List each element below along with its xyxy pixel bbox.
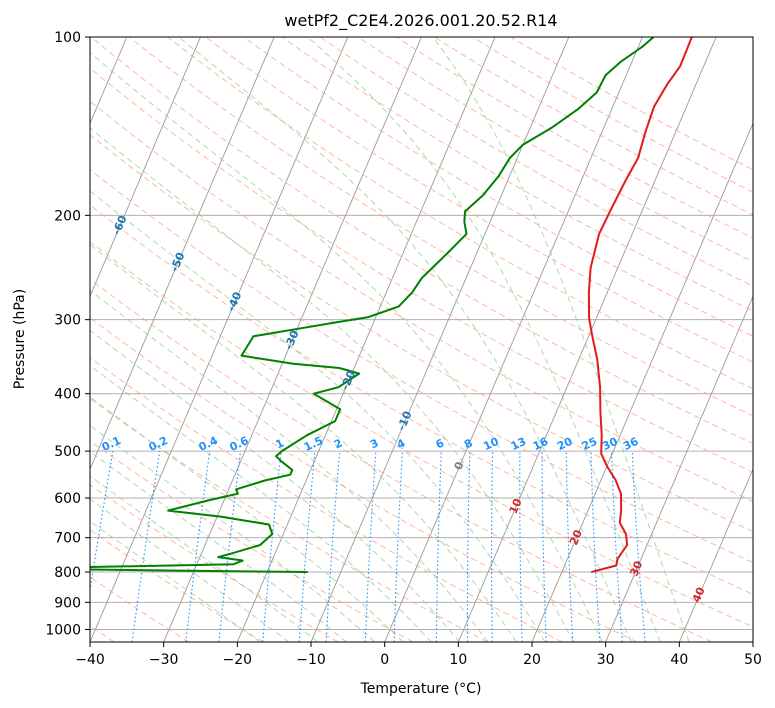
x-tick-label: −30 [149,652,179,668]
mixing-ratio-label: 30 [600,435,620,453]
moist-adiabat-line [90,364,432,642]
isotherm-line [163,37,422,642]
dry-adiabat-line [281,37,753,312]
mixing-ratio-label: 10 [481,435,501,453]
mixing-ratio-line [185,451,211,642]
mixing-ratio-label: 36 [621,435,641,453]
temperature-line [587,37,693,573]
x-axis-title: Temperature (°C) [360,681,482,697]
x-tick-label: −20 [223,652,253,668]
axes: −40 −30 −20 −10 0 10 20 30 40 50 100 200 300 400 500 60… [45,30,762,668]
dry-adiabat-line [90,484,339,642]
x-tick-label: −10 [296,652,326,668]
x-tick-label: 0 [380,652,389,668]
isotherm-line [384,37,643,642]
dry-adiabat-line [167,37,753,390]
x-tick-label: 30 [597,652,615,668]
dewpoint-line [90,37,655,574]
mixing-ratio-label: 20 [555,435,575,453]
isotherm-line [605,295,753,642]
moist-adiabat-line [90,475,319,642]
moist-adiabat-line [178,37,632,642]
x-tick-label: 10 [449,652,467,668]
moist-adiabat-line [307,37,661,642]
isotherms [90,37,753,642]
mixing-ratio-label: 16 [531,435,551,453]
profile-series [90,37,693,574]
isotherm-line [531,122,753,642]
isotherm-line [678,467,753,642]
y-tick-label: 500 [54,444,81,460]
dry-adiabat-label: 40 [690,585,708,604]
dry-adiabat-line [90,356,563,642]
dry-adiabat-label: 20 [567,528,585,547]
mixing-ratio-label: 13 [509,435,528,453]
moist-adiabat-line [90,127,575,642]
mixing-ratio-line [90,451,114,594]
dry-adiabat-line [90,204,753,595]
mixing-ratio-lines [90,451,646,642]
mixing-ratio-label: 25 [580,435,599,453]
moist-adiabat-line [90,520,261,642]
dry-adiabat-line [90,67,753,473]
dry-adiabat-line [90,168,753,564]
pressure-gridlines [90,37,753,630]
dry-adiabats [90,37,753,642]
dry-adiabat-line [90,100,753,503]
y-tick-label: 400 [54,387,81,403]
plot-content: 0.10.20.40.611.52346810131620253036-100-… [90,37,753,642]
y-tick-label: 800 [54,565,81,581]
x-tick-label: 40 [670,652,688,668]
moist-adiabat-line [90,289,489,642]
x-tick-label: 20 [523,652,541,668]
dry-adiabat-label: 10 [507,496,525,515]
isotherm-line [90,37,275,471]
dry-adiabat-line [90,317,638,642]
moist-adiabats [90,37,690,642]
isotherm-line [90,37,201,298]
isotherm-line [236,37,496,642]
mixing-ratio-line [218,451,242,642]
moist-adiabat-line [90,396,404,642]
dry-adiabat-line [90,440,414,642]
mixing-ratio-line [131,451,161,642]
y-tick-label: 200 [54,208,81,224]
moist-adiabat-line [90,498,290,642]
isotherm-line [90,37,349,642]
y-tick-label: 300 [54,313,81,329]
moist-adiabat-line [90,243,517,642]
moist-adiabat-line [432,37,690,642]
y-tick-label: 600 [54,491,81,507]
y-axis-title: Pressure (hPa) [12,289,28,389]
x-tick-label: −40 [75,652,105,668]
isotherm-line [457,37,717,642]
dry-adiabat-line [90,134,753,533]
y-tick-label: 900 [54,595,81,611]
dry-adiabat-line [90,37,753,445]
chart-title: wetPf2_C2E4.2026.001.20.52.R14 [284,11,557,31]
dry-adiabat-label: 30 [627,559,645,578]
dry-adiabat-line [90,241,753,628]
y-tick-label: 100 [54,30,81,46]
y-tick-label: 1000 [45,622,81,638]
moist-adiabat-line [90,424,376,642]
moist-adiabat-line [90,329,461,642]
x-tick-label: 50 [744,652,762,668]
moist-adiabat-line [90,51,603,642]
dry-adiabat-line [129,37,753,417]
dry-adiabat-line [205,37,753,363]
y-tick-label: 700 [54,531,81,547]
plot-frame [89,36,754,643]
dry-adiabat-line [243,37,753,337]
